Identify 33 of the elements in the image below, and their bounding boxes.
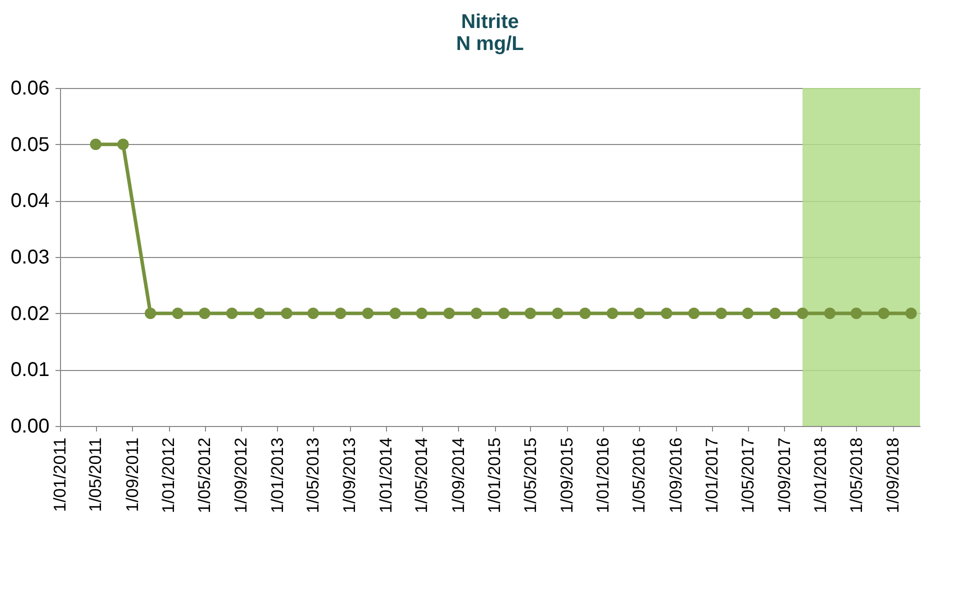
x-tick-label: 1/05/2016 — [630, 438, 649, 514]
x-tick-label: 1/09/2016 — [666, 438, 686, 514]
x-tick-label: 1/09/2013 — [340, 438, 360, 514]
y-tick-label: 0.00 — [10, 416, 50, 438]
y-tick-label: 0.06 — [10, 78, 50, 100]
x-tick-label: 1/09/2011 — [122, 438, 142, 512]
x-tick-label: 1/01/2014 — [376, 438, 396, 514]
x-tick-label: 1/01/2012 — [159, 438, 178, 514]
x-tick-label: 1/01/2018 — [811, 438, 830, 514]
x-tick-label: 1/01/2011 — [50, 438, 70, 512]
x-tick-label: 1/05/2013 — [304, 438, 323, 514]
x-tick-label: 1/09/2017 — [774, 438, 794, 514]
x-tick-label: 1/09/2018 — [883, 438, 902, 514]
x-tick-label: 1/05/2012 — [195, 438, 214, 514]
y-tick-label: 0.02 — [10, 302, 50, 325]
text: N mg/L — [456, 33, 524, 55]
x-tick-label: 1/05/2014 — [412, 438, 432, 514]
y-tick-label: 0.03 — [10, 246, 50, 268]
x-tick-label: 1/01/2017 — [702, 438, 722, 514]
x-tick-label: 1/01/2015 — [485, 438, 504, 514]
x-tick-label: 1/05/2015 — [520, 438, 540, 514]
x-tick-label: 1/09/2015 — [557, 438, 576, 514]
x-tick-label: 1/05/2017 — [738, 438, 758, 514]
x-tick-label: 1/01/2013 — [268, 438, 287, 514]
x-tick-label: 1/05/2011 — [86, 438, 106, 512]
y-tick-label: 0.05 — [10, 134, 50, 156]
x-tick-label: 1/09/2014 — [448, 438, 468, 514]
x-tick-label: 1/01/2016 — [594, 438, 613, 514]
x-tick-label: 1/05/2018 — [846, 438, 866, 514]
y-tick-label: 0.04 — [10, 190, 50, 212]
text: Nitrite — [461, 11, 519, 33]
y-tick-label: 0.01 — [10, 359, 50, 382]
x-tick-label: 1/09/2012 — [232, 438, 251, 514]
